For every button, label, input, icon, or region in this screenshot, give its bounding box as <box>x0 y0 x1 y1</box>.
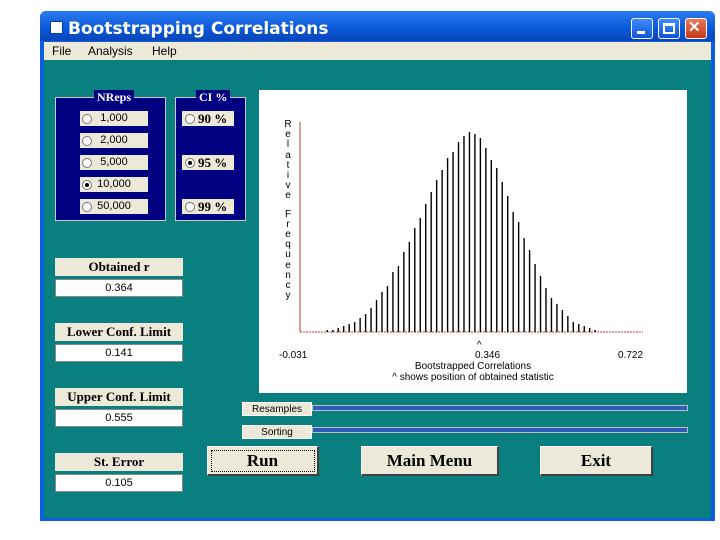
ci-radio-0[interactable] <box>185 114 195 124</box>
x-tick-max: 0.722 <box>618 350 644 361</box>
minimize-icon <box>637 31 645 34</box>
resamples-progress-fill <box>313 406 687 410</box>
menu-help[interactable]: Help <box>152 44 177 58</box>
ci-option-0[interactable]: 90 % <box>182 111 234 126</box>
nreps-radio-4[interactable] <box>82 202 92 212</box>
maximize-icon <box>663 23 675 34</box>
menu-file[interactable]: File <box>52 44 72 58</box>
ci-radio-2[interactable] <box>185 202 195 212</box>
y-label-letter: R <box>284 119 292 130</box>
nreps-title: NReps <box>94 90 135 105</box>
menu-bar <box>44 42 711 60</box>
resamples-label: Resamples <box>242 402 312 416</box>
close-icon: ✕ <box>688 19 701 36</box>
y-label-letter: e <box>285 129 291 141</box>
nreps-option-3[interactable]: 10,000 <box>80 177 148 192</box>
stat-value-0: 0.364 <box>55 279 183 297</box>
y-label-letter: i <box>286 170 290 181</box>
nreps-option-4[interactable]: 50,000 <box>80 199 148 214</box>
y-label-letter: y <box>285 290 291 302</box>
y-label-letter: u <box>285 249 291 261</box>
nreps-radio-0[interactable] <box>82 114 92 124</box>
main-menu-button[interactable]: Main Menu <box>361 446 499 476</box>
stat-label-3: St. Error <box>55 453 183 471</box>
menu-analysis[interactable]: Analysis <box>88 44 133 58</box>
stat-value-2: 0.555 <box>55 409 183 427</box>
x-axis-label: Bootstrapped Correlations <box>414 361 532 372</box>
close-button[interactable]: ✕ <box>685 18 707 39</box>
x-tick-mid: 0.346 <box>475 350 501 361</box>
x-tick-min: -0.031 <box>279 350 308 361</box>
y-label-letter: e <box>285 190 291 202</box>
stat-label-1: Lower Conf. Limit <box>55 323 183 341</box>
y-label-letter: t <box>286 159 290 171</box>
ci-option-1[interactable]: 95 % <box>182 155 234 170</box>
stat-label-0: Obtained r <box>55 258 183 276</box>
resamples-progress <box>312 405 688 411</box>
sorting-label: Sorting <box>242 425 312 439</box>
stat-label-2: Upper Conf. Limit <box>55 388 183 406</box>
y-label-letter: c <box>285 280 291 291</box>
run-button[interactable]: Run <box>207 446 319 476</box>
chart-note: ^ shows position of obtained statistic <box>392 372 554 383</box>
nreps-radio-2[interactable] <box>82 158 92 168</box>
y-label-letter: q <box>285 239 291 251</box>
y-label-letter: e <box>285 259 291 271</box>
y-label-letter: n <box>285 269 291 281</box>
stat-value-1: 0.141 <box>55 344 183 362</box>
y-label-letter: v <box>285 180 291 192</box>
nreps-option-2[interactable]: 5,000 <box>80 155 148 170</box>
nreps-option-1[interactable]: 2,000 <box>80 133 148 148</box>
app-icon[interactable] <box>50 21 63 34</box>
y-label-letter: a <box>285 149 291 161</box>
window-title: Bootstrapping Correlations <box>68 19 329 39</box>
maximize-button[interactable] <box>658 18 680 39</box>
stat-value-3: 0.105 <box>55 474 183 492</box>
histogram-svg <box>299 122 643 333</box>
obtained-marker: ^ <box>476 340 482 351</box>
y-label-letter: F <box>284 208 292 220</box>
nreps-radio-3[interactable] <box>82 180 92 190</box>
exit-button[interactable]: Exit <box>540 446 653 476</box>
y-label-letter: l <box>286 139 290 151</box>
nreps-radio-1[interactable] <box>82 136 92 146</box>
y-label-letter: r <box>286 218 290 230</box>
minimize-button[interactable] <box>631 18 653 39</box>
ci-title: CI % <box>196 90 231 105</box>
y-label-letter: e <box>285 229 291 240</box>
sorting-progress-fill <box>313 428 687 432</box>
title-bar[interactable] <box>40 11 715 41</box>
nreps-option-0[interactable]: 1,000 <box>80 111 148 126</box>
sorting-progress <box>312 427 688 433</box>
ci-option-2[interactable]: 99 % <box>182 199 234 214</box>
ci-radio-1[interactable] <box>185 158 195 168</box>
